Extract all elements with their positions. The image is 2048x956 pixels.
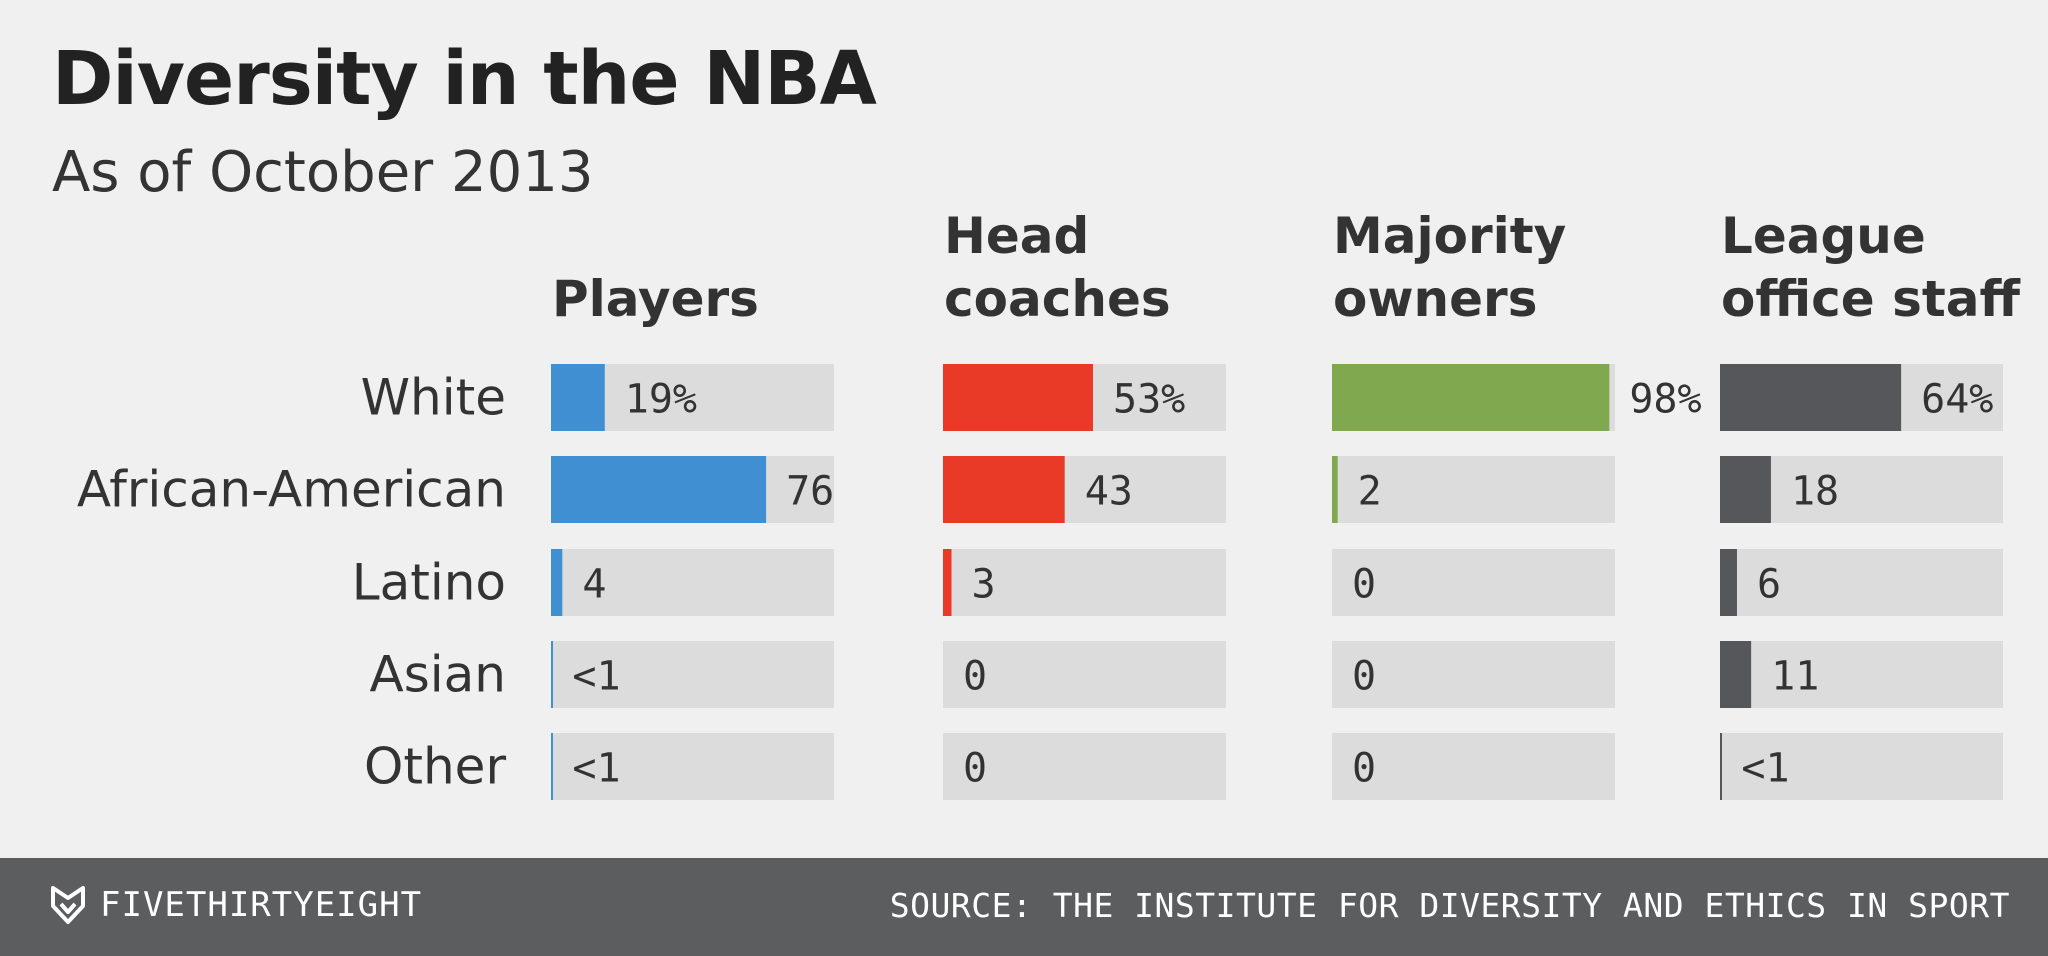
- value-label-head-coaches-2: 3: [971, 562, 995, 608]
- value-label-league-office-staff-1: 18: [1791, 469, 1839, 515]
- value-label-head-coaches-3: 0: [963, 654, 987, 700]
- value-label-majority-owners-2: 0: [1352, 562, 1376, 608]
- series-header-league-office-staff: League office staff: [1721, 207, 2020, 328]
- bar-players-1: [551, 456, 767, 523]
- bar-league-office-staff-0: [1720, 364, 1902, 431]
- bar-track-head-coaches-2: [943, 549, 1226, 616]
- bar-players-0: [551, 364, 605, 431]
- bar-track-majority-owners-4: [1332, 733, 1615, 800]
- bar-track-players-2: [551, 549, 834, 616]
- category-label-latino: Latino: [352, 554, 506, 612]
- bar-players-4: [551, 733, 553, 800]
- category-label-white: White: [361, 369, 506, 427]
- bar-track-players-4: [551, 733, 834, 800]
- value-label-players-4: <1: [572, 746, 620, 792]
- bar-head-coaches-0: [943, 364, 1093, 431]
- bar-league-office-staff-2: [1720, 549, 1737, 616]
- bar-head-coaches-2: [943, 549, 952, 616]
- bar-track-players-3: [551, 641, 834, 708]
- series-header-head-coaches: Head coaches: [944, 207, 1171, 328]
- bar-track-majority-owners-1: [1332, 456, 1615, 523]
- value-label-league-office-staff-2: 6: [1757, 562, 1781, 608]
- value-label-majority-owners-0: 98%: [1629, 377, 1701, 423]
- value-label-players-3: <1: [572, 654, 620, 700]
- category-label-other: Other: [364, 738, 506, 796]
- value-label-league-office-staff-0: 64%: [1921, 377, 1993, 423]
- bar-league-office-staff-1: [1720, 456, 1771, 523]
- category-label-asian: Asian: [370, 646, 506, 704]
- chart-subtitle: As of October 2013: [52, 140, 594, 205]
- value-label-league-office-staff-4: <1: [1741, 746, 1789, 792]
- bar-track-league-office-staff-4: [1720, 733, 2003, 800]
- category-label-african-american: African-American: [77, 461, 506, 519]
- series-header-players: Players: [552, 270, 759, 328]
- footer-bar: FIVETHIRTYEIGHT SOURCE: THE INSTITUTE FO…: [0, 858, 2048, 956]
- bar-majority-owners-1: [1332, 456, 1338, 523]
- value-label-majority-owners-1: 2: [1358, 469, 1382, 515]
- value-label-head-coaches-0: 53%: [1113, 377, 1185, 423]
- series-header-majority-owners: Majority owners: [1333, 207, 1566, 328]
- value-label-players-2: 4: [582, 562, 606, 608]
- bar-head-coaches-1: [943, 456, 1065, 523]
- brand-name: FIVETHIRTYEIGHT: [100, 885, 423, 925]
- bar-track-head-coaches-4: [943, 733, 1226, 800]
- brand: FIVETHIRTYEIGHT: [50, 884, 422, 926]
- value-label-league-office-staff-3: 11: [1771, 654, 1819, 700]
- chart-title: Diversity in the NBA: [52, 36, 877, 122]
- bar-track-league-office-staff-2: [1720, 549, 2003, 616]
- value-label-majority-owners-3: 0: [1352, 654, 1376, 700]
- bar-players-3: [551, 641, 553, 708]
- bar-players-2: [551, 549, 563, 616]
- source-note: SOURCE: THE INSTITUTE FOR DIVERSITY AND …: [889, 886, 2010, 925]
- bar-track-majority-owners-2: [1332, 549, 1615, 616]
- bar-track-league-office-staff-3: [1720, 641, 2003, 708]
- bar-league-office-staff-4: [1720, 733, 1722, 800]
- bar-league-office-staff-3: [1720, 641, 1752, 708]
- value-label-players-0: 19%: [625, 377, 697, 423]
- bar-track-majority-owners-3: [1332, 641, 1615, 708]
- value-label-majority-owners-4: 0: [1352, 746, 1376, 792]
- value-label-head-coaches-1: 43: [1085, 469, 1133, 515]
- bar-chart: White African-American Latino Asian Other Pla…: [77, 207, 2020, 800]
- fivethirtyeight-fox-icon: [51, 886, 85, 924]
- bar-track-head-coaches-3: [943, 641, 1226, 708]
- value-label-players-1: 76: [786, 469, 834, 515]
- value-label-head-coaches-4: 0: [963, 746, 987, 792]
- bar-majority-owners-0: [1332, 364, 1610, 431]
